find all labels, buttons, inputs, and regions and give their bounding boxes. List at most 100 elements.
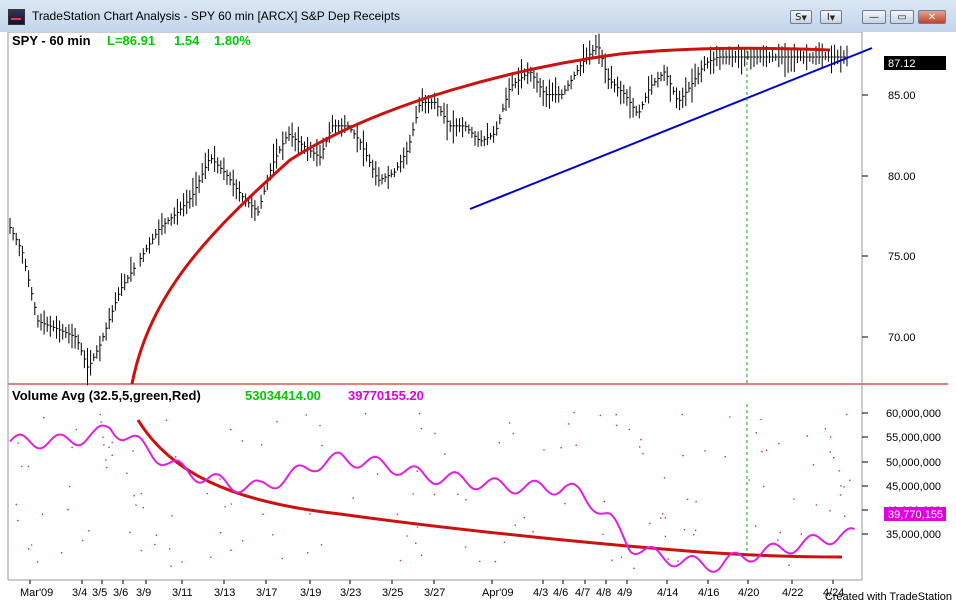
volume-dot [27, 548, 30, 550]
volume-dot [664, 517, 667, 519]
volume-dot [638, 446, 641, 448]
volume-dot [729, 416, 731, 418]
volume-dot [102, 436, 104, 439]
volume-value-green: 53034414.00 [245, 388, 321, 403]
volume-dot [75, 428, 78, 431]
volume-dot [829, 510, 831, 512]
time-label: Mar'09 [20, 587, 53, 599]
volume-dot [17, 519, 19, 522]
volume-dot [503, 541, 506, 544]
volume-avg-label: Volume Avg (32.5,5,green,Red) [12, 388, 201, 403]
volume-dot [88, 530, 90, 532]
volume-dot [761, 450, 763, 453]
volume-dot [376, 473, 379, 475]
dropdown-arrow-icon: ▼ [801, 14, 807, 22]
volume-dot [364, 413, 367, 415]
volume-dot [230, 549, 232, 551]
volume-avg-line [9, 424, 855, 573]
volume-dot [171, 515, 173, 517]
volume-dot [777, 539, 779, 541]
volume-dot [219, 478, 221, 480]
volume-dot [105, 459, 107, 461]
restore-button[interactable]: ▭ [890, 10, 914, 24]
volume-dot [142, 506, 145, 509]
volume-dot [677, 560, 679, 562]
background-dots [15, 411, 851, 570]
volume-dot [800, 533, 803, 535]
chart-canvas[interactable]: SPY - 60 min L=86.91 1.54 1.80% Volume A… [0, 32, 956, 604]
volume-dot [230, 428, 232, 431]
current-price-value: 87.12 [888, 58, 916, 70]
time-label: 3/19 [300, 587, 321, 599]
volume-dot [67, 508, 69, 511]
time-label: 3/11 [172, 587, 193, 599]
volume-dot [132, 450, 134, 452]
volume-dot [69, 485, 71, 488]
price-tick: 85.00 [888, 90, 916, 102]
i-menu-button[interactable]: I▼ [820, 10, 842, 24]
volume-dot [514, 524, 516, 527]
volume-dot [41, 513, 44, 515]
time-label: 4/9 [617, 587, 632, 599]
volume-dot [309, 513, 311, 515]
volume-dot [27, 465, 30, 468]
volume-dot [17, 442, 19, 444]
volume-dot [498, 441, 501, 444]
time-label: 4/8 [596, 587, 611, 599]
volume-dot [849, 479, 851, 482]
volume-dot [81, 539, 84, 542]
price-arc-curve [130, 46, 831, 385]
volume-dot [241, 440, 244, 442]
minimize-button[interactable]: — [862, 10, 886, 24]
volume-dot [664, 535, 667, 538]
volume-dot [806, 435, 808, 437]
volume-dot [667, 558, 669, 560]
price-bars [9, 33, 849, 386]
volume-dot [140, 492, 143, 495]
volume-dot [754, 525, 757, 527]
volume-dot [829, 436, 832, 438]
volume-dot [272, 534, 274, 536]
volume-dot [812, 463, 815, 466]
volume-dot [352, 497, 355, 499]
s-menu-button[interactable]: S▼ [790, 10, 812, 24]
volume-dot [43, 416, 45, 419]
volume-dot [642, 453, 644, 455]
current-volume-box [884, 507, 946, 521]
volume-dot [840, 485, 842, 487]
time-label: 4/14 [657, 587, 678, 599]
volume-dot [755, 431, 758, 434]
volume-dot [416, 526, 419, 528]
chart-app-icon [8, 9, 25, 25]
chart-background [0, 32, 956, 604]
volume-dot [692, 534, 695, 536]
time-label: 4/24 [823, 587, 844, 599]
volume-dot [219, 531, 222, 534]
volume-dot [126, 472, 128, 475]
volume-dot [602, 533, 604, 536]
volume-dot [433, 493, 436, 496]
volume-value-magenta: 39770155.20 [348, 388, 424, 403]
volume-dot [224, 506, 226, 508]
volume-dot [165, 419, 168, 422]
volume-dot [140, 549, 143, 552]
time-label: 4/16 [698, 587, 719, 599]
volume-dot [640, 438, 642, 441]
volume-dot [660, 517, 662, 519]
credit-text: Created with TradeStation [824, 591, 952, 603]
volume-dot [210, 556, 212, 559]
close-button[interactable]: ✕ [918, 10, 946, 24]
time-label: 4/6 [553, 587, 568, 599]
price-tick: 80.00 [888, 171, 916, 183]
volume-dot [281, 557, 284, 560]
volume-dot [465, 498, 467, 501]
time-label: 3/17 [256, 587, 277, 599]
volume-dot [649, 522, 651, 525]
time-label: 3/27 [424, 587, 445, 599]
volume-dot [620, 556, 623, 559]
volume-dot [748, 479, 750, 481]
volume-dot [262, 513, 264, 515]
volume-tick: 35,000,000 [886, 529, 941, 541]
volume-dot [105, 466, 108, 469]
volume-dot [762, 485, 765, 488]
